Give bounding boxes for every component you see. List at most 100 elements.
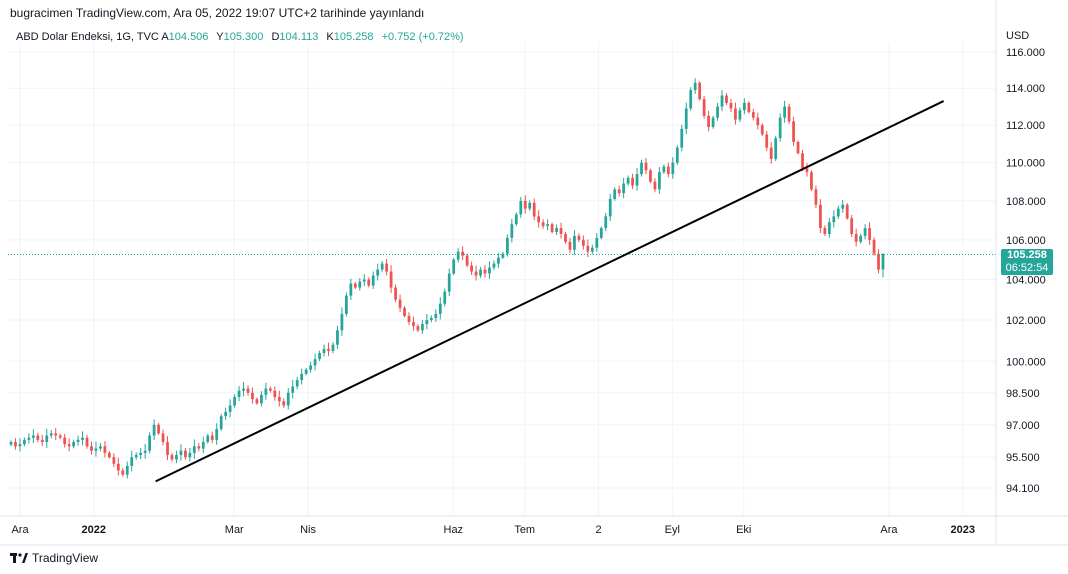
candle-body (23, 439, 26, 445)
candle (501, 252, 505, 260)
candle-body (148, 435, 152, 451)
candle (541, 219, 545, 229)
candle-body (823, 228, 827, 234)
candle-body (631, 177, 634, 186)
candle-body (881, 253, 885, 270)
candle-body (783, 106, 787, 118)
candle (447, 268, 451, 296)
candle-body (537, 216, 541, 223)
candle (474, 265, 478, 281)
candle-body (304, 369, 308, 374)
candle (631, 173, 634, 190)
candle-body (407, 315, 411, 323)
candle-body (58, 435, 62, 438)
candle-body (595, 237, 599, 248)
candle-body (260, 394, 263, 404)
candle (756, 112, 760, 130)
candle-body (470, 265, 473, 272)
candle-body (689, 90, 693, 109)
candle (769, 142, 773, 164)
candle (412, 316, 415, 331)
candle-body (215, 429, 219, 440)
candle (90, 441, 93, 455)
candle-body (550, 224, 554, 233)
candle-body (555, 228, 558, 233)
candle (841, 199, 845, 213)
candle-body (157, 424, 160, 434)
candle (523, 195, 527, 214)
candle (559, 222, 563, 239)
candle-body (483, 269, 487, 274)
candle-body (112, 457, 116, 464)
candles-layer (8, 78, 996, 479)
candle-body (787, 106, 791, 122)
candle (662, 164, 666, 174)
candle-body (568, 241, 572, 250)
candle (640, 159, 643, 177)
candle (309, 361, 312, 373)
candle-body (608, 198, 612, 217)
x-tick-label: Eyl (665, 524, 680, 536)
candle (836, 205, 840, 219)
candle-body (658, 172, 661, 190)
candle-body (523, 200, 527, 209)
candle (801, 149, 804, 172)
candle-body (184, 450, 187, 458)
candle-body (210, 435, 214, 440)
candle (139, 447, 143, 460)
candle-body (228, 405, 232, 412)
low-value: 104.113 (279, 31, 319, 43)
candle-body (246, 388, 250, 393)
candle (716, 102, 719, 121)
y-tick-label: 104.000 (1006, 275, 1046, 287)
candle (103, 440, 107, 458)
candle (734, 102, 737, 125)
candle-body (398, 299, 402, 308)
candle-body (286, 392, 290, 406)
candle (425, 314, 429, 330)
candle (434, 309, 438, 322)
candle-body (322, 348, 326, 353)
candle-body (121, 470, 125, 475)
candle (327, 342, 330, 357)
candle (747, 101, 751, 114)
candle-body (139, 452, 143, 456)
grid-lines (8, 42, 996, 516)
candle (340, 307, 344, 336)
x-tick-label: 2023 (951, 524, 975, 536)
candle (36, 432, 40, 443)
candle-body (362, 279, 366, 282)
candle-body (143, 450, 147, 453)
candle-body (54, 433, 58, 436)
candle (416, 323, 420, 333)
candle (251, 387, 254, 404)
candle (353, 281, 357, 290)
candle-body (492, 263, 496, 268)
candle (179, 444, 183, 461)
candle-body (27, 437, 31, 440)
symbol-legend: ABD Dolar Endeksi, 1G, TVC A104.506 Y105… (16, 31, 464, 43)
candle (170, 452, 174, 462)
candle (157, 422, 160, 435)
candle-body (438, 303, 442, 314)
footer-brand[interactable]: TradingView (10, 551, 98, 565)
candle-body (336, 330, 339, 345)
candle-body (255, 399, 259, 404)
candle-body (541, 222, 545, 227)
candle-body (819, 204, 822, 229)
candle (99, 443, 102, 452)
candle-body (447, 273, 451, 292)
y-tick-label: 112.000 (1006, 120, 1045, 132)
candle (394, 284, 397, 303)
x-tick-label: Ara (11, 524, 29, 536)
candle-body (313, 359, 317, 366)
bar-countdown-timer: 06:52:54 (1005, 262, 1049, 274)
candle (264, 382, 268, 400)
candle (112, 453, 116, 468)
candle (725, 93, 728, 105)
candle (582, 235, 585, 250)
candle (698, 81, 702, 101)
candle-body (801, 153, 804, 169)
candle-body (421, 324, 424, 331)
